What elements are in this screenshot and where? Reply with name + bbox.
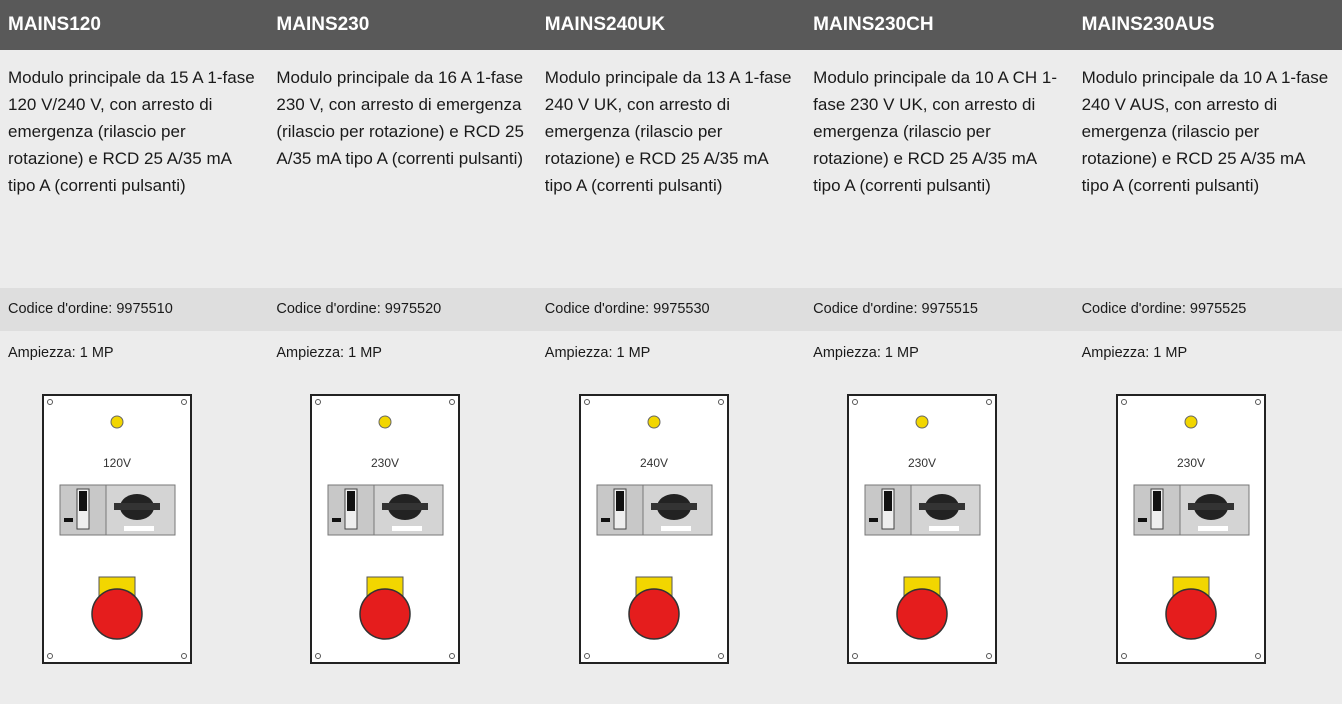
switch-label-strip xyxy=(1197,526,1228,531)
screw xyxy=(986,653,993,659)
rotary-handle xyxy=(114,503,160,510)
rcd-lever xyxy=(1152,491,1161,511)
emergency-stop-button xyxy=(359,588,412,640)
order-code: Codice d'ordine: 9975520 xyxy=(268,288,537,331)
product-column: MAINS230AUS Modulo principale da 10 A 1-f… xyxy=(1073,0,1342,704)
screw xyxy=(717,399,724,405)
emergency-stop-button xyxy=(896,588,948,640)
emergency-stop-button xyxy=(91,588,143,640)
switch-label-strip xyxy=(124,526,154,531)
voltage-label: 230V xyxy=(1177,456,1205,470)
voltage-label: 120V xyxy=(103,456,131,470)
screw xyxy=(986,399,993,405)
screw xyxy=(449,399,456,405)
indicator-led xyxy=(378,415,392,429)
indicator-led xyxy=(1184,415,1198,429)
module-width: Ampiezza: 1 MP xyxy=(544,345,651,361)
indicator-led xyxy=(647,415,661,429)
switch-label-strip xyxy=(929,526,960,531)
rcd-lever xyxy=(615,491,624,511)
product-description: Modulo principale da 16 A 1-fase 230 V, … xyxy=(276,68,524,168)
product-name: MAINS240UK xyxy=(536,0,806,50)
rotary-handle xyxy=(382,503,429,510)
product-name: MAINS120 xyxy=(0,0,269,50)
screw xyxy=(181,399,187,405)
screw xyxy=(181,653,187,659)
product-column: MAINS230 Modulo principale da 16 A 1-fase… xyxy=(268,0,537,704)
product-column: MAINS120 Modulo principale da 15 A 1-fase… xyxy=(0,0,269,704)
screw xyxy=(1120,653,1127,659)
voltage-label: 240V xyxy=(640,456,668,470)
product-column: MAINS230CH Modulo principale da 10 A CH 1… xyxy=(805,0,1074,704)
voltage-label: 230V xyxy=(908,456,936,470)
screw xyxy=(1254,399,1261,405)
product-name: MAINS230AUS xyxy=(1073,0,1342,50)
product-description: Modulo principale da 13 A 1-fase 240 V U… xyxy=(544,68,792,195)
order-code: Codice d'ordine: 9975530 xyxy=(536,288,806,331)
rcd-mark xyxy=(869,518,879,522)
screw xyxy=(583,653,590,659)
order-code: Codice d'ordine: 9975525 xyxy=(1073,288,1342,331)
product-description: Modulo principale da 10 A CH 1-fase 230 … xyxy=(813,68,1057,195)
product-name: MAINS230 xyxy=(268,0,537,50)
rcd-lever xyxy=(347,491,356,511)
screw xyxy=(449,653,456,659)
rcd-mark xyxy=(600,518,610,522)
product-description: Modulo principale da 15 A 1-fase 120 V/2… xyxy=(8,68,255,195)
screw xyxy=(47,653,53,659)
rcd-lever xyxy=(79,491,87,511)
emergency-stop-button xyxy=(1164,588,1217,640)
module-illustration: 230V xyxy=(310,394,461,664)
rcd-mark xyxy=(332,518,342,522)
module-width: Ampiezza: 1 MP xyxy=(8,345,114,361)
indicator-led xyxy=(110,415,124,429)
screw xyxy=(47,399,53,405)
emergency-stop-button xyxy=(628,588,680,640)
rotary-handle xyxy=(650,503,697,510)
screw xyxy=(852,399,859,405)
screw xyxy=(583,399,590,405)
rcd-mark xyxy=(64,518,73,522)
product-column: MAINS240UK Modulo principale da 13 A 1-fa… xyxy=(536,0,806,704)
module-width: Ampiezza: 1 MP xyxy=(1081,345,1188,361)
switch-label-strip xyxy=(660,526,691,531)
module-width: Ampiezza: 1 MP xyxy=(276,345,382,361)
module-illustration: 240V xyxy=(578,394,729,664)
screw xyxy=(1120,399,1127,405)
order-code: Codice d'ordine: 9975515 xyxy=(805,288,1074,331)
module-illustration: 120V xyxy=(42,394,192,664)
rcd-lever xyxy=(884,491,893,511)
module-illustration: 230V xyxy=(1115,394,1266,664)
screw xyxy=(852,653,859,659)
rotary-handle xyxy=(919,503,966,510)
screw xyxy=(315,653,322,659)
screw xyxy=(315,399,322,405)
rcd-mark xyxy=(1137,518,1147,522)
indicator-led xyxy=(915,415,929,429)
module-width: Ampiezza: 1 MP xyxy=(813,345,919,361)
screw xyxy=(1254,653,1261,659)
product-description: Modulo principale da 10 A 1-fase 240 V A… xyxy=(1081,68,1329,195)
product-name: MAINS230CH xyxy=(805,0,1074,50)
rotary-handle xyxy=(1187,503,1234,510)
module-illustration: 230V xyxy=(847,394,998,664)
order-code: Codice d'ordine: 9975510 xyxy=(0,288,269,331)
screw xyxy=(717,653,724,659)
voltage-label: 230V xyxy=(371,456,399,470)
switch-label-strip xyxy=(392,526,423,531)
